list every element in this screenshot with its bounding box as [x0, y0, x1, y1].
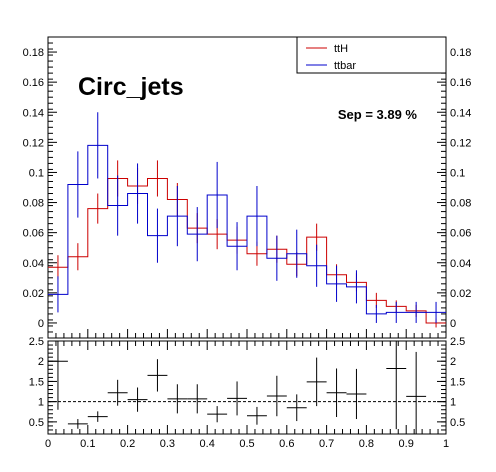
chart-title: Circ_jets — [78, 73, 184, 101]
x-tick-label: 0.1 — [80, 438, 95, 450]
ratio-y-tick-label-left: 1 — [38, 397, 44, 409]
y-tick-label-right: 0.14 — [450, 107, 471, 119]
ratio-y-tick-label-left: 0.5 — [29, 417, 44, 429]
ratio-y-tick-label-right: 2.5 — [450, 336, 465, 348]
legend-label-tth: ttH — [334, 43, 348, 55]
y-tick-label-left: 0 — [38, 318, 44, 330]
y-tick-label-left: 0.18 — [23, 47, 44, 59]
x-tick-label: 0.5 — [239, 438, 254, 450]
y-tick-label-right: 0.16 — [450, 77, 471, 89]
ratio-y-tick-label-right: 1.5 — [450, 376, 465, 388]
x-tick-label: 0.8 — [359, 438, 374, 450]
y-tick-label-right: 0.02 — [450, 288, 471, 300]
x-tick-label: 0.3 — [160, 438, 175, 450]
y-tick-label-left: 0.1 — [29, 167, 44, 179]
x-tick-label: 0.6 — [279, 438, 294, 450]
legend: ttH ttbar — [297, 37, 446, 73]
y-tick-label-left: 0.08 — [23, 198, 44, 210]
y-tick-label-left: 0.14 — [23, 107, 44, 119]
legend-box — [297, 37, 446, 73]
y-tick-label-left: 0.16 — [23, 77, 44, 89]
x-tick-label: 0.2 — [120, 438, 135, 450]
legend-label-ttbar: ttbar — [334, 60, 356, 72]
y-tick-label-right: 0.12 — [450, 137, 471, 149]
y-tick-label-left: 0.06 — [23, 228, 44, 240]
x-tick-label: 0 — [45, 438, 51, 450]
y-tick-label-right: 0 — [450, 318, 456, 330]
ratio-axis-ticks: 0.5 0.51 11.5 1.52 22.5 2.50 0.1 0.2 0.3 0.4 0.5 0.… — [29, 336, 466, 450]
ratio-y-tick-label-right: 0.5 — [450, 417, 465, 429]
y-tick-label-right: 0.04 — [450, 258, 471, 270]
y-tick-label-right: 0.06 — [450, 228, 471, 240]
ratio-y-tick-label-left: 1.5 — [29, 376, 44, 388]
x-tick-label: 1 — [443, 438, 449, 450]
y-tick-label-right: 0.18 — [450, 47, 471, 59]
ratio-y-tick-label-left: 2 — [38, 356, 44, 368]
ratio-points — [48, 341, 426, 434]
y-tick-label-left: 0.02 — [23, 288, 44, 300]
x-tick-label: 0.9 — [399, 438, 414, 450]
series-line-ttbar — [48, 145, 446, 314]
ratio-y-tick-label-right: 2 — [450, 356, 456, 368]
y-tick-label-left: 0.12 — [23, 137, 44, 149]
x-tick-label: 0.4 — [200, 438, 215, 450]
upper-histograms — [48, 112, 446, 327]
separation-annotation: Sep = 3.89 % — [338, 107, 418, 122]
y-tick-label-right: 0.08 — [450, 198, 471, 210]
ratio-y-tick-label-right: 1 — [450, 397, 456, 409]
ratio-y-tick-label-left: 2.5 — [29, 336, 44, 348]
y-tick-label-left: 0.04 — [23, 258, 44, 270]
ratio-pad-frame — [48, 341, 446, 434]
y-tick-label-right: 0.1 — [450, 167, 465, 179]
x-tick-label: 0.7 — [319, 438, 334, 450]
